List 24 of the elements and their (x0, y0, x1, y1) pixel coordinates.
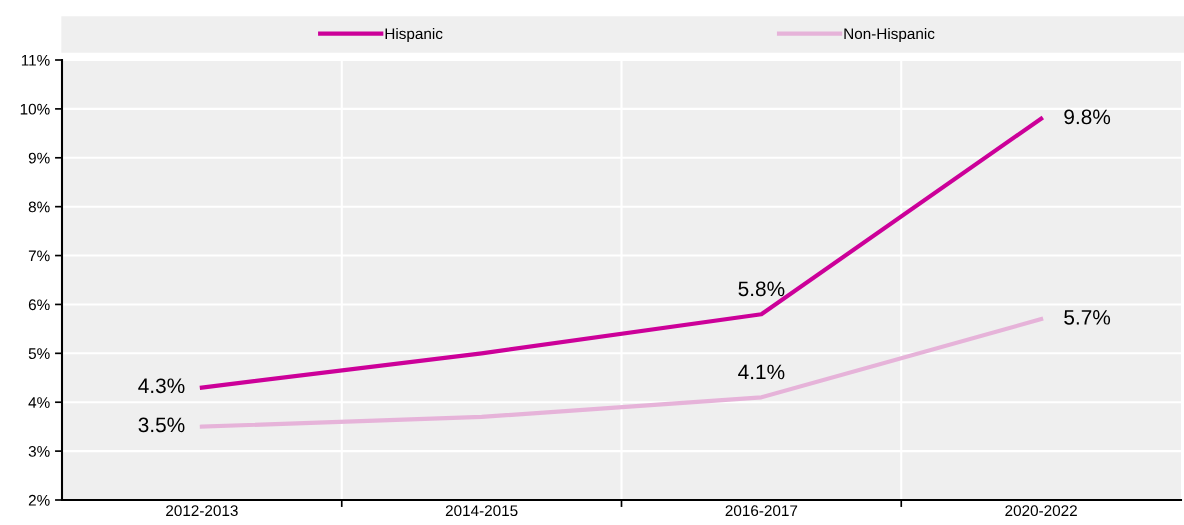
line-series (199, 116, 1044, 390)
data-label: 4.3% (138, 378, 185, 394)
x-tick-label: 2014-2015 (445, 505, 518, 517)
legend-label: Hispanic (385, 27, 443, 43)
data-label: 9.8% (1064, 109, 1111, 125)
y-tick-label: 3% (28, 445, 50, 457)
data-label: 5.7% (1064, 310, 1111, 325)
x-tick-label: 2020-2022 (1005, 505, 1077, 517)
y-tick-label: 7% (28, 250, 50, 262)
legend-label: Non-Hispanic (844, 27, 935, 43)
data-label: 3.5% (138, 417, 185, 433)
y-tick-label: 5% (28, 348, 50, 360)
x-tick-label: 2012-2013 (166, 505, 238, 517)
y-tick-label: 9% (28, 152, 50, 164)
y-tick-label: 4% (28, 397, 50, 408)
y-tick-label: 10% (20, 103, 50, 115)
y-tick-label: 6% (28, 299, 50, 311)
line-series (199, 317, 1044, 429)
x-tick-label: 2016-2017 (725, 505, 798, 517)
data-label: 5.8% (738, 281, 785, 297)
data-label: 4.1% (738, 364, 785, 380)
y-tick-label: 11% (21, 54, 50, 66)
y-tick-label: 8% (28, 201, 50, 213)
y-tick-label: 2% (28, 494, 50, 506)
